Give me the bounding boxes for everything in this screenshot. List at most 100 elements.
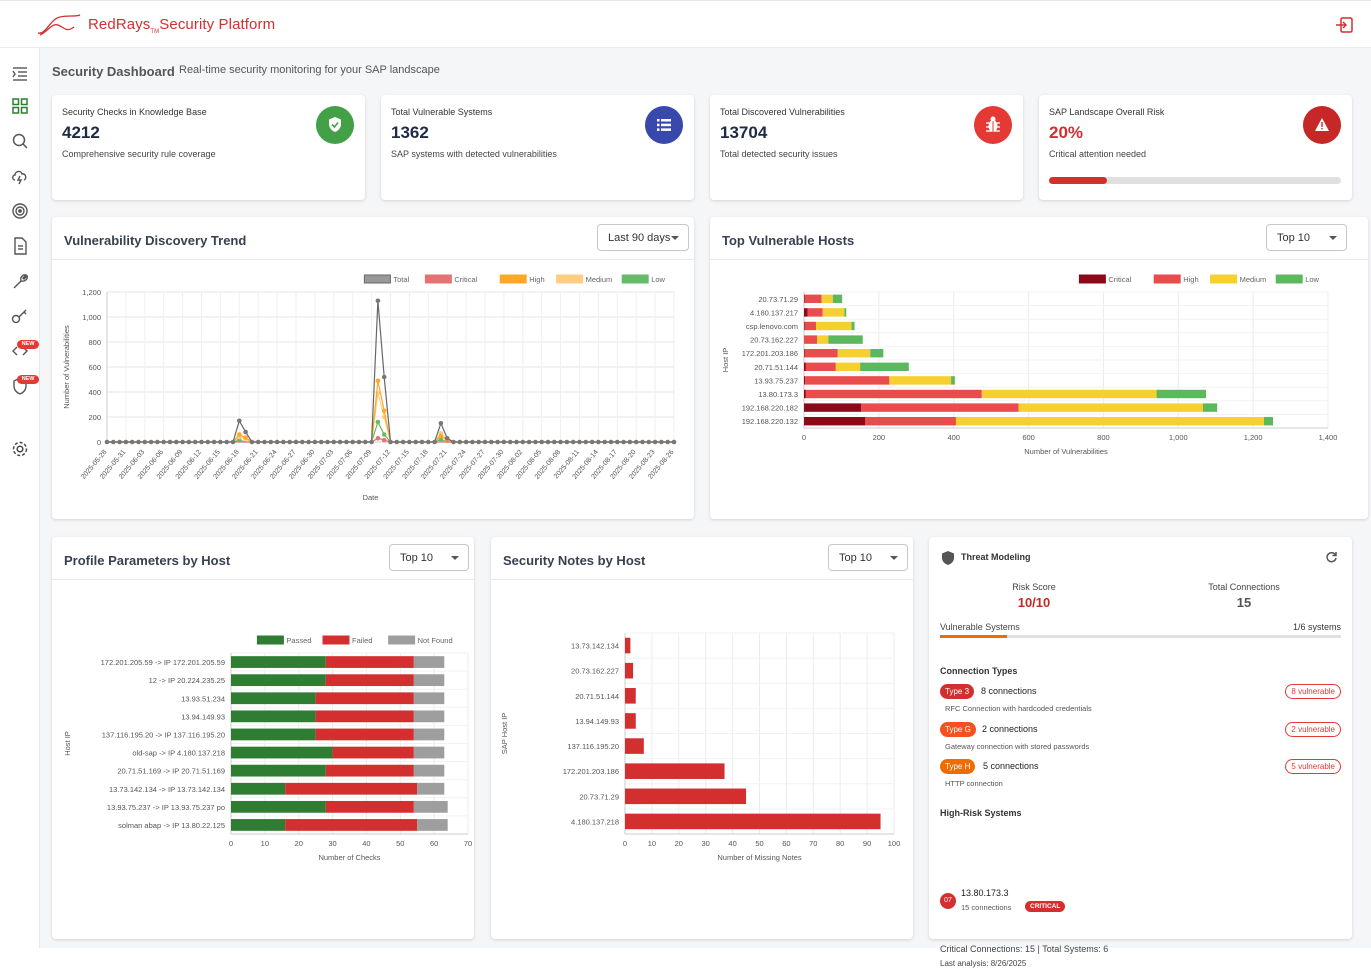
hosts-top-select[interactable]: Top 10	[1266, 224, 1347, 251]
data-point	[161, 439, 166, 445]
data-point	[268, 439, 274, 445]
main-content: Security Dashboard Real-time security mo…	[40, 48, 1371, 968]
data-point	[331, 439, 337, 445]
data-point	[318, 439, 324, 445]
y-tick-label: 13.93.75.237	[754, 376, 798, 385]
brand-main: RedRays	[88, 15, 151, 33]
legend-label: Passed	[286, 636, 311, 645]
logout-icon[interactable]	[1335, 17, 1353, 33]
chevron-down-icon	[890, 556, 898, 560]
x-tick-label: 20	[295, 839, 303, 848]
warning-icon	[1303, 106, 1341, 144]
x-tick-label: 10	[261, 839, 269, 848]
notes-top-value: Top 10	[839, 552, 873, 564]
data-point	[621, 439, 626, 445]
report-icon[interactable]	[10, 236, 30, 256]
bar-critical	[804, 294, 805, 304]
stat-desc: Total detected security issues	[720, 149, 838, 159]
legend-swatch	[1078, 274, 1106, 284]
shield-icon[interactable]	[10, 376, 30, 396]
data-point	[602, 439, 607, 445]
y-tick-label: 13.80.173.3	[758, 390, 798, 399]
y-tick-label: 13.93.75.237 -> IP 13.93.75.237 po	[107, 803, 225, 812]
bar-missing-notes	[625, 738, 644, 754]
y-axis-title: SAP Host IP	[500, 713, 509, 755]
bar-missing-notes	[625, 763, 725, 779]
legend-label: High	[1183, 275, 1198, 284]
search-icon[interactable]	[10, 131, 30, 151]
data-point	[381, 437, 387, 443]
bar-medium	[835, 362, 861, 372]
y-tick-label: 192.168.220.132	[742, 417, 798, 426]
bar-failed	[325, 656, 414, 668]
risk-progress-track	[1049, 177, 1341, 184]
bar-medium	[1018, 403, 1203, 412]
data-point	[577, 439, 582, 445]
profile-top-select[interactable]: Top 10	[389, 544, 469, 571]
top-bar: RedRaysTMSecurity Platform	[0, 0, 1371, 48]
high-risk-host-connections: 15 connections	[961, 903, 1012, 912]
high-risk-host-ip[interactable]: 13.80.173.3	[961, 888, 1009, 898]
bar-not-found	[413, 692, 445, 705]
divider	[710, 259, 1368, 260]
data-point	[211, 439, 217, 445]
dashboard-icon[interactable]	[10, 96, 30, 116]
stat-value: 4212	[62, 123, 100, 142]
y-tick-label: 13.73.142.134	[571, 642, 619, 651]
bar-not-found	[413, 746, 445, 759]
data-point	[627, 439, 633, 445]
threat-footer-timestamp: Last analysis: 8/26/2025	[940, 959, 1027, 968]
x-tick-label: 0	[802, 433, 806, 442]
y-tick-label: 20.71.51.144	[754, 363, 798, 372]
bar-missing-notes	[625, 662, 634, 679]
notes-card: Security Notes by Host Top 10 0 10 20 30 40 5…	[491, 537, 913, 939]
legend-label: Failed	[352, 636, 372, 645]
threat-card: Threat Modeling Risk Score 10/10 Total C…	[929, 537, 1352, 968]
trend-range-select[interactable]: Last 90 days	[597, 224, 689, 251]
key-icon[interactable]	[10, 306, 30, 326]
data-point	[652, 439, 658, 445]
data-point	[243, 435, 248, 440]
target-icon[interactable]	[10, 201, 30, 221]
risk-progress-fill	[1049, 177, 1108, 184]
data-point	[344, 439, 349, 445]
data-point	[526, 439, 532, 445]
stat-value: 20%	[1049, 123, 1084, 142]
bar-passed	[231, 710, 316, 723]
bar-high	[805, 376, 890, 385]
x-tick-label: 70	[809, 839, 817, 848]
legend-label: High	[529, 275, 544, 284]
threat-title: Threat Modeling	[961, 552, 1031, 562]
wrench-icon[interactable]	[10, 271, 30, 291]
bar-medium	[822, 308, 845, 317]
legend-label: Critical	[454, 275, 477, 284]
settings-icon[interactable]	[10, 439, 30, 459]
bar-passed	[231, 656, 326, 668]
bar-low	[1156, 389, 1206, 399]
notes-chart: 0 10 20 30 40 50 60 70 80 90 100 13.73.142.134 20.73…	[500, 632, 900, 862]
menu-collapse-icon[interactable]	[10, 64, 30, 84]
bar-passed	[231, 764, 326, 777]
data-point	[608, 439, 614, 445]
hosts-title: Top Vulnerable Hosts	[722, 233, 855, 248]
stat-desc: Critical attention needed	[1049, 149, 1147, 159]
data-point	[520, 439, 526, 445]
cloud-scan-icon[interactable]	[10, 166, 30, 186]
data-point	[432, 439, 437, 445]
notes-top-select[interactable]: Top 10	[828, 544, 908, 571]
app-logo[interactable]: RedRaysTMSecurity Platform	[36, 11, 275, 39]
data-point	[381, 374, 387, 380]
connection-type-count: 2 connections	[982, 724, 1038, 734]
data-point	[545, 439, 551, 445]
data-point	[514, 439, 519, 445]
sidebar: NEW NEW	[0, 48, 40, 948]
data-point	[489, 439, 494, 445]
legend-swatch	[1153, 274, 1181, 284]
data-point	[300, 439, 305, 445]
data-point	[255, 439, 261, 445]
data-point	[482, 439, 488, 445]
y-tick-label: 13.73.142.134 -> IP 13.73.142.134	[109, 785, 225, 794]
refresh-icon[interactable]	[1325, 551, 1338, 564]
bar-passed	[231, 674, 326, 687]
y-axis-title: Number of Vulnerabilities	[62, 325, 71, 409]
